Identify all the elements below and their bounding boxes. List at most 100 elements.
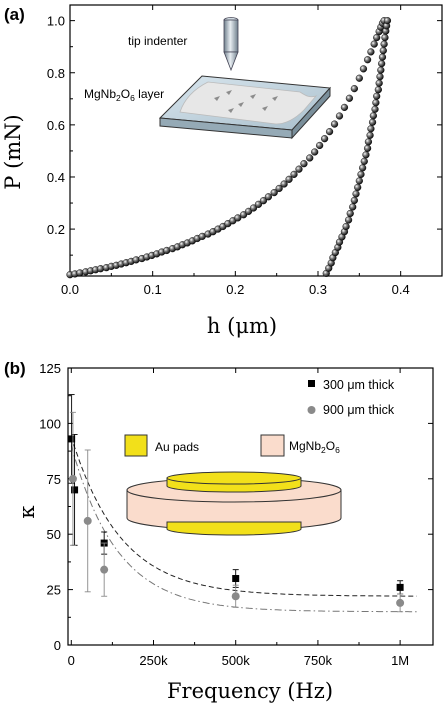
unloading-point (374, 86, 382, 94)
loading-point (355, 74, 363, 82)
unloading-point (354, 183, 362, 192)
x-tick-label-b: 1M (391, 653, 409, 668)
panel-label-b: (b) (4, 359, 26, 378)
capacitor-inset: Au pads MgNb2O6 (124, 434, 342, 536)
substrate-legend-label: MgNb2O6 (289, 439, 340, 455)
loading-point (244, 207, 253, 215)
panel-b: (b) 0 250k 500k 750k 1M 0 25 50 75 100 125 Au pads… (4, 359, 434, 703)
indentation-inset: tip indenter MgNb2O6 layer (84, 17, 332, 140)
unloading-point (350, 196, 358, 205)
y-tick-label-a: 0.6 (47, 118, 65, 133)
unloading-point (377, 66, 385, 74)
pads-legend-swatch (124, 434, 148, 457)
data-points-b (68, 394, 405, 613)
legend-b: 300 μm thick 900 μm thick (307, 378, 395, 417)
unloading-point (373, 92, 381, 100)
y-tick-label-b: 125 (39, 361, 61, 376)
unloading-point (372, 99, 380, 107)
point-900um (83, 516, 92, 525)
tip-indenter-label: tip indenter (128, 34, 187, 48)
indent-marks (214, 90, 278, 113)
legend-marker-900um (307, 406, 316, 414)
legend-marker-300um (308, 380, 315, 387)
unloading-point (342, 222, 350, 231)
x-tick-label-a: 0.0 (61, 282, 79, 297)
loading-point (367, 48, 375, 56)
loading-point (280, 180, 288, 188)
unloading-point (352, 190, 360, 198)
data-points-a (66, 17, 392, 279)
loading-point (321, 135, 329, 143)
loading-point (350, 85, 358, 93)
y-tick-label-b: 25 (47, 583, 61, 598)
x-tick-label-b: 250k (139, 653, 168, 668)
loading-point (335, 112, 344, 120)
loading-point (300, 160, 308, 168)
point-300um (396, 583, 404, 591)
loading-point (325, 128, 334, 136)
loading-point (249, 204, 258, 212)
unloading-point (360, 157, 368, 165)
pads-legend-label: Au pads (155, 440, 199, 454)
plot-frame-a (69, 4, 443, 277)
y-tick-label-b: 50 (47, 527, 61, 542)
unloading-point (364, 138, 373, 146)
unloading-point (355, 177, 363, 185)
y-axis-title-b: κ (15, 505, 39, 518)
unloading-point (383, 17, 392, 25)
unloading-point (375, 79, 383, 87)
unloading-point (364, 144, 372, 152)
unloading-point (346, 209, 354, 218)
x-axis-title-b: Frequency (Hz) (167, 679, 333, 703)
x-tick-label-a: 0.1 (144, 282, 162, 297)
x-tick-label-b: 750k (304, 653, 333, 668)
point-900um (100, 565, 109, 574)
unloading-point (369, 112, 377, 120)
x-tick-label-a: 0.2 (226, 282, 244, 297)
unloading-point (368, 118, 377, 126)
loading-point (259, 197, 268, 205)
loading-point (316, 141, 324, 150)
loading-point (364, 56, 372, 64)
loading-point (340, 103, 349, 112)
unloading-point (378, 53, 387, 61)
substrate-legend-swatch (260, 434, 285, 457)
thin-film-region (179, 81, 318, 125)
fit-curve-0 (70, 436, 417, 597)
loading-point (295, 165, 303, 173)
loading-point (290, 170, 298, 178)
y-tick-label-a: 1.0 (47, 14, 65, 29)
loading-point (370, 40, 378, 48)
unloading-point (367, 125, 375, 133)
layer-label: MgNb2O6 layer (84, 87, 164, 103)
unloading-point (381, 33, 389, 42)
unloading-point (357, 170, 365, 178)
x-tick-label-a: 0.4 (392, 282, 410, 297)
point-300um (232, 575, 240, 583)
loading-point (240, 211, 248, 219)
point-900um (231, 592, 240, 601)
loading-point (359, 65, 368, 73)
y-tick-label-a: 0.8 (47, 66, 65, 81)
loading-point (270, 189, 278, 197)
tick-labels-a: 0.0 0.1 0.2 0.3 0.4 0.2 0.4 0.6 0.8 1.0 (47, 14, 410, 297)
tip-indenter-icon (223, 17, 239, 72)
y-tick-label-a: 0.4 (47, 170, 65, 185)
top-pad (166, 471, 302, 493)
point-900um (396, 598, 405, 607)
unloading-point (366, 131, 374, 139)
unloading-point (371, 105, 379, 113)
y-tick-label-b: 100 (39, 416, 61, 431)
x-tick-label-a: 0.3 (309, 282, 327, 297)
loading-point (330, 120, 339, 128)
layer-slab-side (291, 86, 331, 140)
y-tick-label-a: 0.2 (47, 222, 65, 237)
loading-point (345, 94, 354, 102)
unloading-point (362, 151, 370, 159)
unloading-point (379, 47, 387, 55)
y-tick-label-b: 75 (47, 472, 61, 487)
unloading-point (349, 203, 357, 211)
loading-point (311, 148, 319, 156)
y-tick-label-b: 0 (54, 638, 61, 653)
